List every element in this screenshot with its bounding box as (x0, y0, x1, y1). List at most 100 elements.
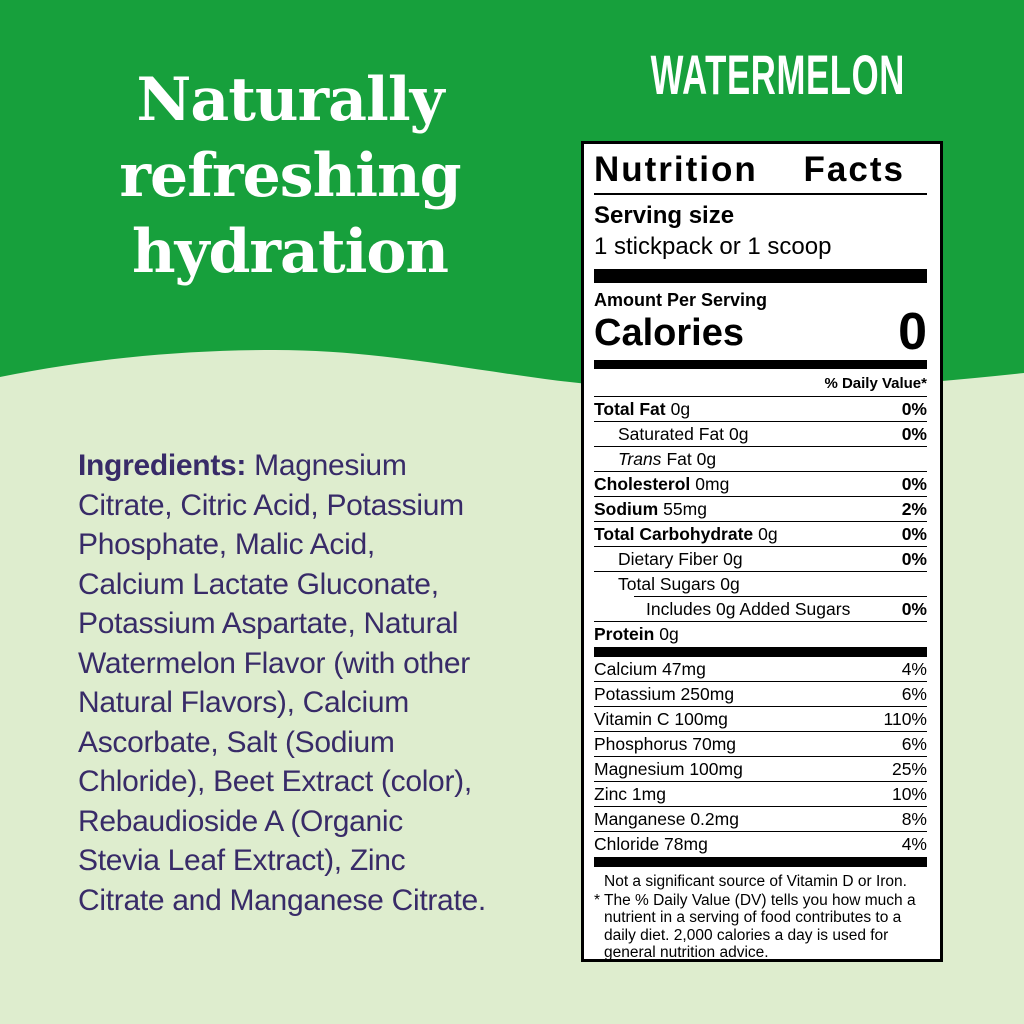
footnote-significance: Not a significant source of Vitamin D or… (604, 873, 907, 890)
mineral-dv: 4% (901, 658, 927, 679)
ingredients-line: Ingredients: Magnesium (78, 446, 548, 486)
ingredients-line: Phosphate, Malic Acid, (78, 528, 375, 561)
nutrient-amount: 0mg (695, 473, 730, 494)
mineral-row-chloride: Chloride 78mg 4% (594, 831, 927, 856)
added-sugars-divider: Includes 0g Added Sugars 0% (634, 596, 927, 621)
nutrient-name: Total Carbohydrate (594, 523, 754, 544)
amount-per-serving-label: Amount Per Serving (594, 290, 768, 310)
nutrient-amount: 0g (758, 523, 778, 544)
calories-label: Calories (594, 312, 744, 354)
thick-divider (594, 857, 927, 867)
thick-divider (594, 360, 927, 369)
nutrient-name: Protein (594, 623, 655, 644)
calories-value: 0 (898, 303, 927, 361)
thick-divider (594, 647, 927, 657)
ingredients-line: Natural Flavors), Calcium (78, 686, 409, 719)
mineral-row-potassium: Potassium 250mg 6% (594, 681, 927, 706)
headline-line-3: hydration (131, 217, 449, 287)
nutrient-dv: 0% (901, 523, 927, 544)
nutrient-name: Sodium (594, 498, 659, 519)
footnote-asterisk: * (594, 891, 601, 909)
nutrient-name: Total Fat (594, 398, 666, 419)
mineral-name: Vitamin C 100mg (594, 708, 728, 729)
calories-row: Calories 0 (594, 303, 927, 361)
nutrient-name: Cholesterol (594, 473, 691, 494)
nutrient-row-protein: Protein 0g (594, 621, 927, 646)
mineral-dv: 6% (901, 733, 927, 754)
nutrient-row-cholesterol: Cholesterol 0mg 0% (594, 471, 927, 496)
nutrient-rows: Total Fat 0g 0% Saturated Fat 0g 0% Trans F… (594, 396, 927, 646)
nutrient-row-sodium: Sodium 55mg 2% (594, 496, 927, 521)
daily-value-header: % Daily Value* (824, 375, 927, 392)
mineral-row-vitamin-c: Vitamin C 100mg 110% (594, 706, 927, 731)
mineral-dv: 110% (883, 708, 927, 729)
mineral-dv: 4% (901, 833, 927, 854)
thick-divider (594, 269, 927, 283)
nutrient-dv: 2% (901, 498, 927, 519)
nutrition-facts-panel: Nutrition Facts Serving size 1 stickpack… (581, 141, 943, 962)
hero-headline: Naturally refreshing hydration (0, 62, 580, 290)
nutrient-amount: 0g (720, 573, 740, 594)
mineral-name: Zinc 1mg (594, 783, 666, 804)
mineral-rows: Calcium 47mg 4% Potassium 250mg 6% Vitam… (594, 657, 927, 856)
mineral-dv: 8% (901, 808, 927, 829)
ingredients-line: Rebaudioside A (Organic (78, 804, 403, 838)
ingredients-line: Citrate and Manganese Citrate. (78, 883, 486, 917)
nutrient-row-total-carbohydrate: Total Carbohydrate 0g 0% (594, 521, 927, 546)
nutrient-row-total-sugars: Total Sugars 0g (594, 571, 927, 596)
mineral-name: Potassium 250mg (594, 683, 735, 704)
ingredients-line-rest: Magnesium (254, 449, 407, 482)
nutrient-dv: 0% (901, 398, 927, 419)
nutrient-dv: 0% (901, 473, 927, 494)
serving-size-value: 1 stickpack or 1 scoop (594, 233, 832, 260)
mineral-name: Magnesium 100mg (594, 758, 743, 779)
nutrient-row-total-fat: Total Fat 0g 0% (594, 396, 927, 421)
mineral-row-manganese: Manganese 0.2mg 8% (594, 806, 927, 831)
mineral-name: Manganese 0.2mg (594, 808, 739, 829)
ingredients-line: Potassium Aspartate, Natural (78, 607, 459, 640)
ingredients-line: Ascorbate, Salt (Sodium (78, 725, 395, 759)
nutrient-amount: Fat 0g (666, 448, 717, 469)
mineral-row-phosphorus: Phosphorus 70mg 6% (594, 731, 927, 756)
nutrient-row-added-sugars: Includes 0g Added Sugars 0% (634, 597, 927, 621)
nutrient-amount: 0g (723, 548, 743, 569)
ingredients-line: Chloride), Beet Extract (color), (78, 765, 472, 798)
mineral-dv: 6% (901, 683, 927, 704)
ingredients-text: Ingredients: Magnesium Citrate, Citric A… (78, 446, 548, 920)
nutrient-name: Total Sugars (618, 573, 716, 594)
headline-line-2: refreshing (119, 141, 461, 211)
mineral-row-calcium: Calcium 47mg 4% (594, 657, 927, 681)
serving-size-label: Serving size (594, 202, 735, 229)
nutrition-facts-title: Nutrition Facts (594, 150, 905, 189)
mineral-name: Calcium 47mg (594, 658, 706, 679)
mineral-name: Phosphorus 70mg (594, 733, 737, 754)
ingredients-line: Stevia Leaf Extract), Zinc (78, 844, 406, 877)
ingredients-line: Watermelon Flavor (with other (78, 646, 470, 680)
nutrient-amount: 0g (729, 423, 749, 444)
mineral-dv: 10% (891, 783, 927, 804)
headline-line-1: Naturally (136, 65, 445, 135)
nutrient-name: Trans (618, 448, 662, 469)
footnote: Not a significant source of Vitamin D or… (594, 867, 927, 962)
nutrient-amount: 0g (659, 623, 679, 644)
nutrient-dv: 0% (901, 423, 927, 444)
ingredients-line: Calcium Lactate Gluconate, (78, 567, 439, 601)
mineral-name: Chloride 78mg (594, 833, 708, 854)
flavor-title: WATERMELON (650, 43, 905, 106)
nutrient-dv: 0% (901, 598, 927, 619)
nutrient-name: Includes 0g Added Sugars (646, 598, 851, 619)
title-divider (594, 193, 927, 195)
nutrient-name: Dietary Fiber (618, 548, 719, 569)
nutrient-dv: 0% (901, 548, 927, 569)
nutrient-row-saturated-fat: Saturated Fat 0g 0% (594, 421, 927, 446)
nutrient-row-dietary-fiber: Dietary Fiber 0g 0% (594, 546, 927, 571)
nutrient-name: Saturated Fat (618, 423, 725, 444)
mineral-dv: 25% (891, 758, 927, 779)
footnote-text: The % Daily Value (DV) tells you how muc… (604, 891, 916, 962)
nutrient-amount: 0g (670, 398, 691, 419)
ingredients-line: Citrate, Citric Acid, Potassium (78, 488, 464, 522)
nutrient-row-trans-fat: Trans Fat 0g (594, 446, 927, 471)
mineral-row-zinc: Zinc 1mg 10% (594, 781, 927, 806)
ingredients-label: Ingredients: (78, 449, 247, 482)
